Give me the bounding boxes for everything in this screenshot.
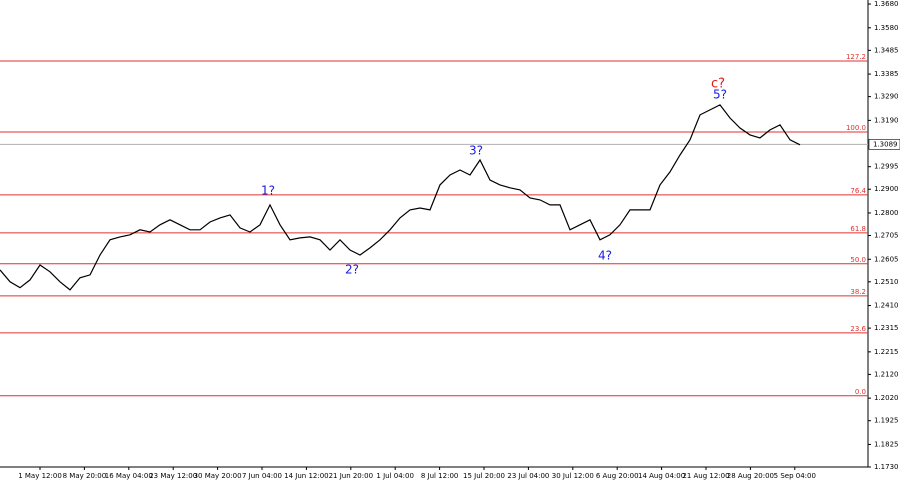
y-tick-label: 1.2900 xyxy=(874,185,899,193)
y-tick-label: 1.3385 xyxy=(874,70,899,78)
y-tick-label: 1.3580 xyxy=(874,24,899,32)
x-tick-label: 30 May 20:00 xyxy=(194,472,242,480)
fib-label: 23.6 xyxy=(850,325,866,333)
y-tick-label: 1.2800 xyxy=(874,209,899,217)
y-tick-label: 1.1730 xyxy=(874,463,899,471)
current-price-box xyxy=(868,139,900,150)
y-tick-label: 1.2510 xyxy=(874,278,899,286)
fib-label: 38.2 xyxy=(850,288,866,296)
y-tick-label: 1.3680 xyxy=(874,0,899,8)
x-tick-label: 1 Jul 04:00 xyxy=(376,472,414,480)
y-tick-label: 1.2995 xyxy=(874,163,899,171)
x-tick-label: 21 Jun 20:00 xyxy=(329,472,373,480)
wave-label: 2? xyxy=(345,263,359,277)
x-tick-label: 15 Jul 20:00 xyxy=(463,472,505,480)
fib-label: 100.0 xyxy=(846,124,866,132)
y-tick-label: 1.3190 xyxy=(874,116,899,124)
x-tick-label: 30 Jul 12:00 xyxy=(552,472,594,480)
y-tick-label: 1.2120 xyxy=(874,370,899,378)
x-tick-label: 14 Jun 12:00 xyxy=(284,472,328,480)
wave-label: 4? xyxy=(598,249,612,263)
fib-label: 61.8 xyxy=(850,225,866,233)
y-tick-label: 1.1825 xyxy=(874,440,899,448)
wave-label: 1? xyxy=(261,184,275,198)
y-tick-label: 1.3290 xyxy=(874,93,899,101)
x-tick-label: 23 May 12:00 xyxy=(149,472,197,480)
x-tick-label: 7 Jun 04:00 xyxy=(242,472,282,480)
x-tick-label: 21 Aug 12:00 xyxy=(682,472,729,480)
fib-label: 0.0 xyxy=(855,388,866,396)
price-line xyxy=(0,104,801,291)
y-tick-label: 1.2410 xyxy=(874,302,899,310)
x-tick-label: 14 Aug 04:00 xyxy=(638,472,685,480)
wave-label: 5? xyxy=(713,88,727,102)
y-tick-label: 1.2605 xyxy=(874,255,899,263)
fib-label: 76.4 xyxy=(850,187,866,195)
y-tick-label: 1.2020 xyxy=(874,394,899,402)
x-tick-label: 6 Aug 20:00 xyxy=(596,472,639,480)
x-tick-label: 1 May 12:00 xyxy=(18,472,62,480)
x-tick-label: 16 May 04:00 xyxy=(105,472,153,480)
fib-label: 50.0 xyxy=(850,256,866,264)
current-price-label: 1.3089 xyxy=(873,140,898,148)
y-tick-label: 1.2705 xyxy=(874,232,899,240)
x-tick-label: 8 May 20:00 xyxy=(63,472,107,480)
y-tick-label: 1.2215 xyxy=(874,348,899,356)
y-tick-label: 1.1925 xyxy=(874,417,899,425)
y-tick-label: 1.3485 xyxy=(874,46,899,54)
x-tick-label: 28 Aug 20:00 xyxy=(727,472,774,480)
x-tick-label: 8 Jul 12:00 xyxy=(421,472,459,480)
y-tick-label: 1.2315 xyxy=(874,324,899,332)
wave-label: 3? xyxy=(469,144,483,158)
wave-label: c? xyxy=(711,77,725,92)
fib-label: 127.2 xyxy=(846,53,866,61)
x-tick-label: 23 Jul 04:00 xyxy=(507,472,549,480)
x-tick-label: 5 Sep 04:00 xyxy=(774,472,816,480)
